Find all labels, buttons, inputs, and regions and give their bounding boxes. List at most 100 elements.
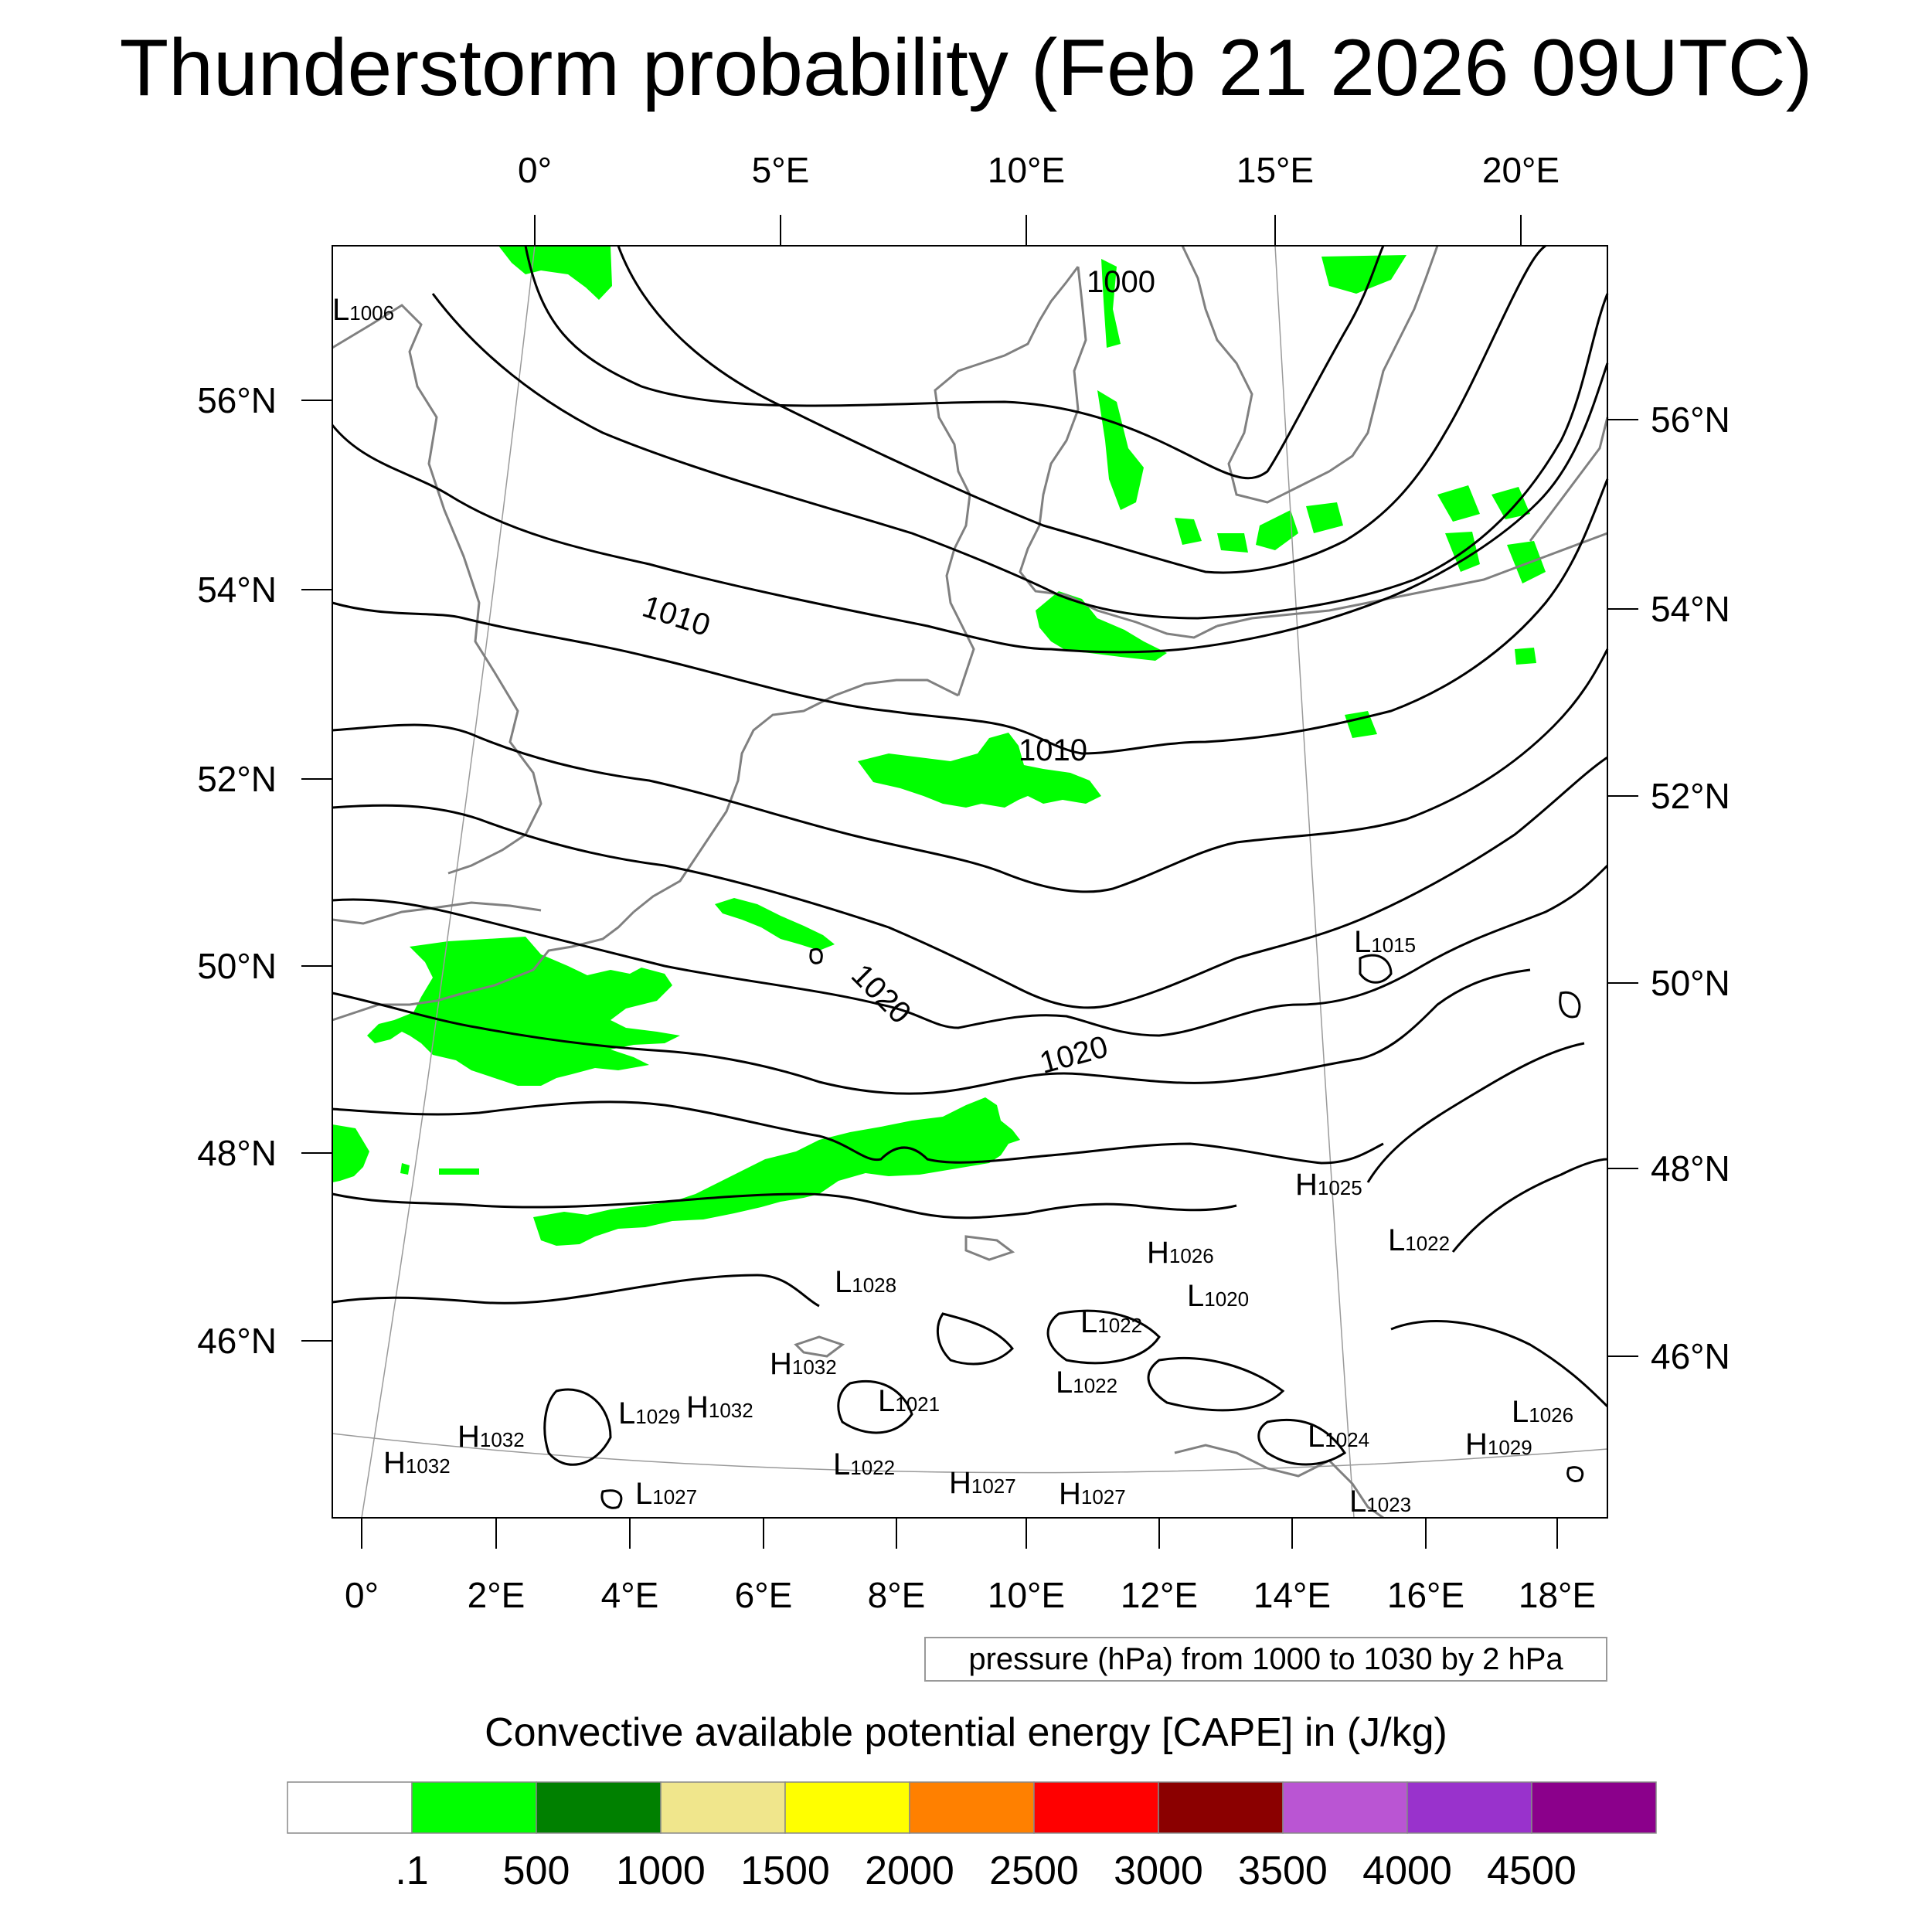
isobar-south-2 — [1390, 1320, 1609, 1408]
cape-area-baltic-3 — [1256, 510, 1298, 550]
left-lat-label: 52°N — [197, 759, 277, 799]
isobar-italy-2 — [1257, 1418, 1347, 1466]
cape-area-lower-saxony — [858, 733, 1101, 808]
right-ticks — [1607, 419, 1638, 1357]
meridian-0 — [361, 245, 536, 1519]
isobar-1002 — [617, 244, 1546, 574]
isobar-1008 — [332, 478, 1609, 755]
pressure-center-label: L1027 — [635, 1477, 697, 1511]
pressure-center-label: H1032 — [686, 1390, 753, 1424]
bottom-lon-label: 12°E — [1121, 1575, 1198, 1615]
left-lat-label: 46°N — [197, 1321, 277, 1361]
isobar-alps-3 — [1147, 1356, 1285, 1412]
top-lon-label: 15°E — [1236, 150, 1314, 190]
top-lon-label: 20°E — [1482, 150, 1560, 190]
bottom-lon-label: 14°E — [1253, 1575, 1331, 1615]
bottom-lon-label: 10°E — [988, 1575, 1065, 1615]
isobar-1016 — [332, 968, 1531, 1095]
meridian-15e — [1274, 245, 1355, 1519]
pressure-center-label: L1022 — [833, 1447, 895, 1481]
coast-sweden-south — [1181, 245, 1439, 504]
cape-area-ruhr — [715, 898, 835, 951]
cape-area-france-south-1 — [400, 1163, 410, 1175]
pressure-center-label: L1024 — [1308, 1420, 1369, 1454]
pressure-center-label: L1022 — [1080, 1305, 1142, 1339]
right-lat-label: 54°N — [1651, 589, 1730, 629]
pressure-center-label: L1006 — [332, 293, 394, 327]
contour-info-box: pressure (hPa) from 1000 to 1030 by 2 hP… — [924, 1637, 1607, 1682]
cape-area-france-south-2 — [439, 1168, 479, 1175]
cape-area-denmark-strip — [1101, 259, 1121, 348]
pressure-center-label: L1026 — [1512, 1395, 1573, 1429]
cape-area-poland-1 — [1345, 711, 1377, 738]
coast-lake-geneva — [794, 1335, 845, 1358]
top-lon-label: 10°E — [988, 150, 1065, 190]
bottom-lon-label: 8°E — [868, 1575, 926, 1615]
cape-area-baltic-4 — [1306, 502, 1343, 533]
pressure-center-label: L1029 — [618, 1396, 680, 1430]
isobar-south-1 — [543, 1388, 612, 1466]
isobar-1018 — [332, 1100, 1384, 1165]
pressure-center-label: L1022 — [1056, 1366, 1117, 1400]
cape-area-brittany — [332, 1124, 369, 1182]
pressure-center-label: L1022 — [1388, 1223, 1450, 1257]
isobar-1006 — [331, 362, 1609, 654]
right-lat-label: 48°N — [1651, 1148, 1730, 1189]
cape-area-southwest-germany — [533, 1097, 1020, 1246]
bottom-lon-label: 18°E — [1519, 1575, 1596, 1615]
pressure-center-label: H1032 — [457, 1420, 525, 1454]
cape-area-northern-france — [367, 937, 680, 1086]
isobar-east-2 — [1451, 1158, 1608, 1253]
isobar-small-3 — [1566, 1466, 1584, 1482]
bottom-ticks — [361, 1518, 1558, 1549]
pressure-center-label: H1027 — [1059, 1477, 1126, 1511]
isobar-alps-2 — [1046, 1309, 1161, 1365]
pressure-center-label: L1015 — [1354, 925, 1416, 959]
map-title: Thunderstorm probability (Feb 21 2026 09… — [119, 23, 1813, 113]
left-lat-label: 56°N — [197, 380, 277, 420]
left-lat-label: 54°N — [197, 570, 277, 610]
isobar-label: 1010 — [638, 590, 714, 643]
colorbar-title: Convective available potential energy [C… — [485, 1710, 1447, 1755]
isobar-label: 1000 — [1087, 265, 1155, 299]
right-lat-label: 52°N — [1651, 776, 1730, 816]
pressure-center-label: H1032 — [383, 1446, 451, 1480]
pressure-center-label: H1025 — [1295, 1168, 1362, 1202]
isobar-label: 1010 — [1019, 733, 1087, 767]
cape-area-sweden-top — [1321, 255, 1406, 294]
pressure-center-label: H1027 — [949, 1466, 1016, 1500]
right-lat-label: 56°N — [1651, 400, 1730, 440]
isobar-small-4 — [1559, 991, 1581, 1019]
bottom-lon-label: 2°E — [468, 1575, 526, 1615]
isobar-1014 — [332, 864, 1609, 1037]
cape-area-baltic-2 — [1217, 533, 1248, 553]
pressure-center-label: L1028 — [835, 1265, 896, 1299]
coast-poland — [1216, 532, 1608, 628]
isobar-1000 — [524, 245, 1385, 480]
coast-benelux — [633, 679, 959, 913]
cape-area-baltic-1 — [1175, 518, 1202, 545]
pressure-center-label: H1026 — [1147, 1236, 1214, 1270]
top-lon-label: 5°E — [752, 150, 810, 190]
top-lon-label: 0° — [518, 150, 552, 190]
map-frame — [332, 245, 1608, 1519]
cape-area-north-sea-top — [498, 246, 612, 300]
cape-area-denmark-east — [1097, 390, 1144, 510]
left-ticks — [301, 400, 332, 1342]
top-ticks — [534, 215, 1522, 246]
cape-area-baltic-7 — [1492, 487, 1530, 519]
cape-area-poland-2 — [1515, 648, 1536, 665]
coast-alps-lakes — [964, 1235, 1015, 1261]
right-lat-label: 46°N — [1651, 1336, 1730, 1376]
isobar-1020 — [332, 1192, 1237, 1219]
coastlines — [332, 245, 1609, 1519]
parallel-south-edge — [332, 1433, 1608, 1474]
isobars — [331, 244, 1609, 1509]
coast-baltic-east — [1529, 417, 1609, 542]
coast-britain-east — [332, 304, 543, 875]
isobar-east-1 — [1366, 1042, 1585, 1183]
coast-britain-south — [332, 901, 542, 925]
pressure-center-label: L1023 — [1349, 1485, 1411, 1519]
bottom-lon-label: 16°E — [1387, 1575, 1464, 1615]
bottom-lon-labels: 0° 2°E 4°E 6°E 8°E 10°E 12°E 14°E 16°E 1… — [345, 1575, 1596, 1615]
